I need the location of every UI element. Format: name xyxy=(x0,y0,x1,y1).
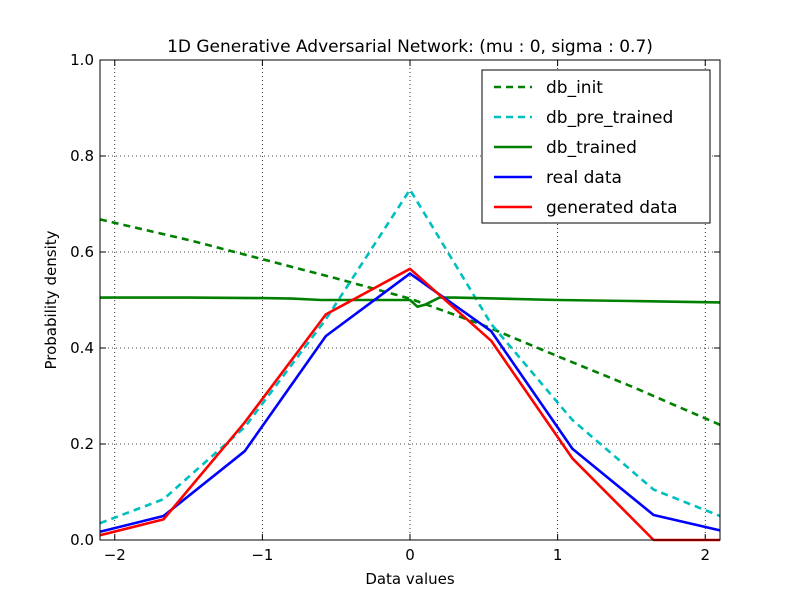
x-tick-label: −2 xyxy=(104,546,126,564)
x-tick-label: 0 xyxy=(405,546,415,564)
legend-label-generated-data: generated data xyxy=(546,198,678,218)
y-tick-label: 0.6 xyxy=(70,243,94,261)
x-axis-label: Data values xyxy=(365,570,455,588)
chart-title: 1D Generative Adversarial Network: (mu :… xyxy=(167,37,653,57)
y-tick-label: 1.0 xyxy=(70,51,94,69)
x-tick-label: −1 xyxy=(251,546,273,564)
y-axis-label: Probability density xyxy=(42,230,60,369)
series-lines xyxy=(99,188,721,542)
y-tick-label: 0.8 xyxy=(70,147,94,165)
series-line-generated-data xyxy=(99,267,720,542)
series-line-real-data xyxy=(99,272,721,534)
y-tick-label: 0.2 xyxy=(70,435,94,453)
legend-label-db-pre-trained: db_pre_trained xyxy=(546,108,673,128)
series-line-db-pre-trained xyxy=(99,188,721,525)
x-tick-label: 2 xyxy=(700,546,710,564)
legend-label-db-trained: db_trained xyxy=(546,138,637,158)
y-tick-label: 0.0 xyxy=(70,531,94,549)
axis-ticks: −2 −1 0 1 2 0.0 0.2 0.4 0.6 0.8 1.0 xyxy=(70,51,720,564)
series-line-db-init xyxy=(99,218,721,426)
x-tick-label: 1 xyxy=(553,546,563,564)
legend-label-real-data: real data xyxy=(546,168,622,188)
legend-label-db-init: db_init xyxy=(546,78,603,98)
series-line-db-trained xyxy=(100,296,721,309)
y-tick-label: 0.4 xyxy=(70,339,94,357)
